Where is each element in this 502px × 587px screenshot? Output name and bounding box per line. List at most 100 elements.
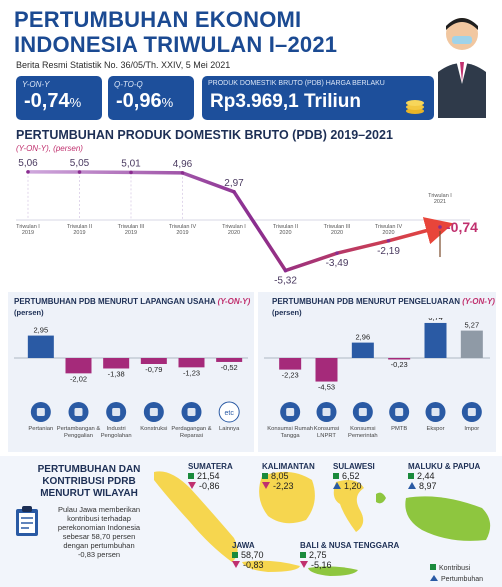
- crane-icon: [143, 402, 164, 422]
- pengeluaran-title: PERTUMBUHAN PDB MENURUT PENGELUARAN (Y-O…: [272, 297, 495, 306]
- bar: [140, 358, 167, 365]
- category-label: Konsumsi Rumah: [267, 426, 313, 432]
- data-point: [129, 170, 133, 175]
- data-point: [232, 189, 236, 194]
- region-name: SULAWESI: [333, 462, 375, 471]
- region-kalimantan: KALIMANTAN 8,05 -2,23: [262, 462, 315, 491]
- region-note: Pulau Jawa memberikan kontribusi terhada…: [57, 505, 141, 559]
- data-point: [335, 251, 339, 255]
- kpi-yoy-label: Y-ON-Y: [22, 80, 50, 89]
- data-label: 2,97: [224, 178, 244, 189]
- kpi-pdb-label: PRODUK DOMESTIK BRUTO (PDB) HARGA BERLAK…: [208, 80, 385, 87]
- category-label: Konsumsi: [350, 426, 375, 432]
- category-year-label: 2019: [125, 230, 137, 236]
- mining-icon: [68, 402, 89, 422]
- data-point: [180, 171, 185, 175]
- category-year-label: 2019: [73, 230, 85, 236]
- data-label: 4,96: [173, 159, 193, 170]
- region-growth: -0,86: [188, 481, 233, 491]
- data-point: [438, 225, 442, 229]
- data-label: -3,49: [326, 258, 349, 269]
- bar-value-label: -1,23: [183, 368, 200, 377]
- category-label: LNPRT: [317, 433, 336, 439]
- category-label: Triwulan III: [324, 224, 351, 230]
- region-growth: -5,16: [300, 560, 399, 570]
- data-label: -5,32: [274, 276, 297, 287]
- pdb-chart-subtitle: (Y-ON-Y), (persen): [16, 144, 83, 153]
- lapangan-bar-chart: 2,95 Pertanian -2,02 Pertambangan &Penggali…: [14, 326, 248, 439]
- bar-value-label: -0,23: [391, 360, 408, 369]
- category-year-label: 2019: [176, 230, 188, 236]
- category-label: Triwulan I: [16, 224, 40, 230]
- kpi-qtq: Q-TO-Q -0,96%: [108, 76, 194, 120]
- category-year-label: 2020: [228, 230, 240, 236]
- bar: [424, 322, 447, 358]
- indonesia-map: [154, 471, 491, 576]
- bar: [216, 358, 243, 362]
- category-year-label: 2020: [331, 230, 343, 236]
- official-illustration-icon: [438, 18, 486, 118]
- handshake-icon: [181, 402, 202, 422]
- region-name: MALUKU & PAPUA: [408, 462, 481, 471]
- data-label: 5,01: [121, 158, 141, 169]
- category-year-label: 2020: [279, 230, 291, 236]
- bar-value-label: 6,74: [428, 318, 443, 322]
- title-line1: PERTUMBUHAN EKONOMI: [14, 7, 302, 32]
- svg-text:etc: etc: [224, 410, 234, 417]
- category-label: Pertambangan &: [57, 426, 101, 432]
- category-label: Konsumsi: [314, 426, 339, 432]
- kpi-pdb: PRODUK DOMESTIK BRUTO (PDB) HARGA BERLAK…: [202, 76, 434, 120]
- bar-value-label: -0,52: [221, 363, 238, 372]
- bar-value-label: 5,27: [465, 321, 480, 330]
- region-contribution: 21,54: [188, 471, 233, 481]
- household-icon: [280, 402, 301, 422]
- category-year-label: 2020: [382, 230, 394, 236]
- category-label: Penggalian: [64, 433, 93, 439]
- kpi-qtq-label: Q-TO-Q: [114, 80, 143, 89]
- category-year-label: 2021: [434, 199, 446, 205]
- data-point: [283, 268, 288, 273]
- bar-panel-lapangan: [8, 292, 254, 452]
- import-plane-icon: [461, 402, 482, 422]
- category-label: Reparasi: [180, 433, 203, 439]
- category-label: Pemerintah: [348, 433, 378, 439]
- region-bali-nusa-tenggara: BALI & NUSA TENGGARA 2,75 -5,16: [300, 541, 399, 570]
- region-growth: -2,23: [262, 481, 315, 491]
- bar-value-label: -1,38: [108, 369, 125, 378]
- category-label: Perdagangan &: [171, 426, 211, 432]
- title-line2: INDONESIA TRIWULAN I–2021: [14, 32, 338, 57]
- bar: [315, 358, 338, 382]
- category-label: Impor: [464, 426, 479, 432]
- region-growth: 1,20: [333, 481, 375, 491]
- category-label: Triwulan II: [67, 224, 93, 230]
- lapangan-ylabel: (persen): [14, 308, 44, 317]
- kpi-yoy-value: -0,74%: [24, 90, 82, 112]
- region-name: JAWA: [232, 541, 255, 550]
- lapangan-title: PERTUMBUHAN PDB MENURUT LAPANGAN USAHA (…: [14, 297, 251, 306]
- bar: [388, 358, 411, 360]
- data-label: 5,06: [18, 158, 38, 169]
- data-point: [386, 239, 391, 243]
- region-sumatera: SUMATERA 21,54 -0,86: [188, 462, 233, 491]
- kpi-pdb-value: Rp3.969,1 Triliun: [210, 91, 361, 112]
- bar: [27, 335, 54, 358]
- region-contribution: 58,70: [232, 550, 264, 560]
- clipboard-icon: [16, 506, 38, 536]
- bar-value-label: 2,96: [356, 333, 371, 342]
- government-building-icon: [352, 402, 373, 422]
- people-icon: [316, 402, 337, 422]
- bar-value-label: 2,95: [34, 326, 49, 335]
- region-jawa: JAWA 58,70 -0,83: [232, 541, 264, 570]
- category-label: Pertanian: [28, 426, 53, 432]
- category-label: Lainnya: [219, 426, 240, 432]
- export-ship-icon: [425, 402, 446, 422]
- bar: [460, 330, 483, 358]
- coins-icon: [406, 100, 424, 114]
- region-name: KALIMANTAN: [262, 462, 315, 471]
- data-point: [26, 170, 30, 174]
- legend-contribution: Kontribusi: [430, 564, 470, 572]
- category-label: Triwulan II: [273, 224, 299, 230]
- bar-value-label: -2,02: [70, 374, 87, 383]
- kpi-yoy: Y-ON-Y -0,74%: [16, 76, 102, 120]
